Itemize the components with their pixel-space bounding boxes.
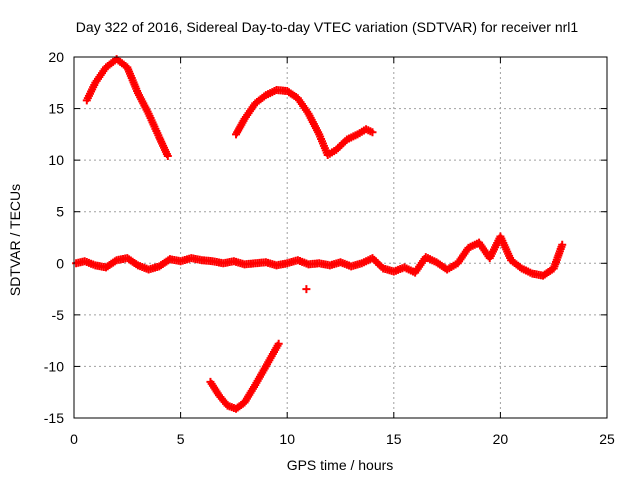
gridlines (74, 57, 607, 418)
x-tick-label: 10 (279, 431, 295, 447)
y-tick-label: -15 (44, 410, 64, 426)
x-tick-label: 25 (599, 431, 615, 447)
chart-title: Day 322 of 2016, Sidereal Day-to-day VTE… (76, 19, 579, 35)
data-point (274, 339, 283, 348)
x-tick-label: 0 (70, 431, 78, 447)
data-points (72, 55, 567, 413)
y-tick-label: 15 (48, 101, 64, 117)
y-tick-label: 10 (48, 152, 64, 168)
data-point (302, 285, 311, 294)
data-point (558, 240, 567, 249)
tick-labels: 0 5 10 15 20 25 -15 -10 -5 0 5 10 15 20 (44, 49, 615, 447)
x-tick-label: 5 (177, 431, 185, 447)
y-tick-label: -10 (44, 358, 64, 374)
plot-frame (73, 56, 608, 419)
y-tick-label: -5 (52, 307, 65, 323)
y-tick-label: 0 (56, 255, 64, 271)
y-tick-label: 20 (48, 49, 64, 65)
data-point (163, 152, 172, 161)
x-tick-label: 15 (386, 431, 402, 447)
axis-ticks (73, 56, 608, 419)
x-axis-title: GPS time / hours (287, 457, 394, 473)
y-tick-label: 5 (56, 204, 64, 220)
data-point (368, 128, 377, 137)
x-tick-label: 20 (493, 431, 509, 447)
y-axis-title: SDTVAR / TECUs (7, 184, 23, 296)
